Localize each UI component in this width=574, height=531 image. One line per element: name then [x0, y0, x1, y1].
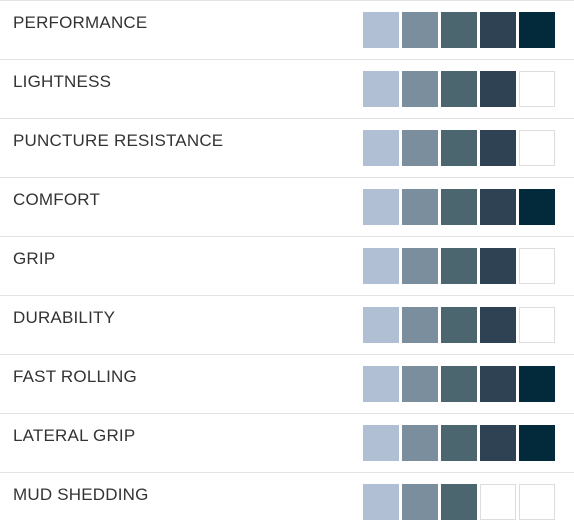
rating-segment-filled [480, 12, 516, 48]
rating-row: FAST ROLLING [0, 354, 574, 413]
rating-row: GRIP [0, 236, 574, 295]
rating-segment-filled [480, 307, 516, 343]
rating-label: COMFORT [13, 190, 101, 209]
rating-segment-filled [363, 71, 399, 107]
rating-segment-filled [402, 71, 438, 107]
rating-segment-filled [441, 248, 477, 284]
rating-segment-empty [519, 248, 555, 284]
rating-segment-filled [363, 130, 399, 166]
rating-segment-empty [480, 484, 516, 520]
rating-segment-filled [441, 71, 477, 107]
rating-segment-filled [441, 130, 477, 166]
rating-row: PUNCTURE RESISTANCE [0, 118, 574, 177]
rating-segment-empty [519, 71, 555, 107]
rating-label: FAST ROLLING [13, 367, 137, 386]
rating-segment-filled [363, 248, 399, 284]
rating-segment-filled [480, 130, 516, 166]
rating-segment-filled [402, 366, 438, 402]
rating-segment-filled [402, 425, 438, 461]
rating-label: GRIP [13, 249, 56, 268]
rating-segment-filled [480, 248, 516, 284]
rating-segment-filled [519, 12, 555, 48]
rating-segment-filled [363, 366, 399, 402]
rating-segment-filled [519, 189, 555, 225]
rating-row: LATERAL GRIP [0, 413, 574, 472]
rating-row: LIGHTNESS [0, 59, 574, 118]
rating-segment-filled [363, 307, 399, 343]
rating-segment-filled [441, 189, 477, 225]
rating-segment-filled [441, 425, 477, 461]
rating-segment-filled [402, 189, 438, 225]
rating-label: DURABILITY [13, 308, 116, 327]
rating-segment-filled [441, 12, 477, 48]
rating-segment-filled [480, 425, 516, 461]
rating-segment-empty [519, 307, 555, 343]
rating-row: DURABILITY [0, 295, 574, 354]
rating-segment-filled [402, 130, 438, 166]
rating-label: PERFORMANCE [13, 13, 148, 32]
rating-row: MUD SHEDDING [0, 472, 574, 531]
rating-segment-filled [441, 366, 477, 402]
rating-segment-filled [441, 484, 477, 520]
rating-label: PUNCTURE RESISTANCE [13, 131, 224, 150]
rating-row: COMFORT [0, 177, 574, 236]
rating-label: LIGHTNESS [13, 72, 112, 91]
rating-segment-filled [363, 189, 399, 225]
rating-segment-filled [402, 248, 438, 284]
rating-segment-filled [363, 425, 399, 461]
rating-segment-empty [519, 484, 555, 520]
rating-segment-filled [519, 425, 555, 461]
rating-segment-filled [402, 307, 438, 343]
rating-segment-filled [363, 12, 399, 48]
rating-segment-filled [441, 307, 477, 343]
rating-segment-filled [480, 71, 516, 107]
rating-segment-filled [480, 366, 516, 402]
rating-segment-filled [480, 189, 516, 225]
rating-label: LATERAL GRIP [13, 426, 136, 445]
rating-row: PERFORMANCE [0, 0, 574, 59]
rating-segment-filled [363, 484, 399, 520]
rating-segment-filled [402, 484, 438, 520]
rating-segment-filled [402, 12, 438, 48]
rating-segment-empty [519, 130, 555, 166]
rating-label: MUD SHEDDING [13, 485, 149, 504]
rating-segment-filled [519, 366, 555, 402]
